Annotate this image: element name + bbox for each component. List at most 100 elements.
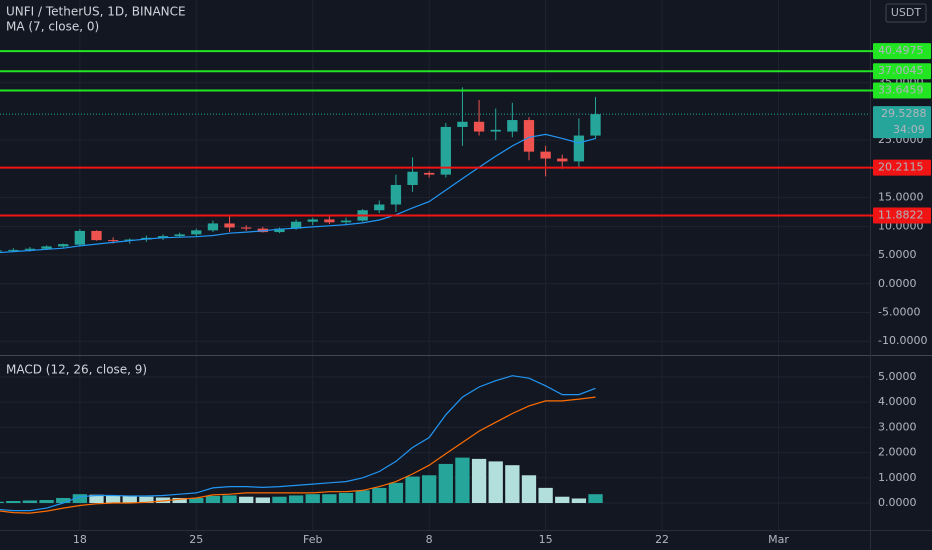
candle-body <box>41 246 52 249</box>
candle-body <box>8 249 19 251</box>
histogram-bar <box>521 475 537 504</box>
histogram-bar <box>388 482 404 504</box>
histogram-bar <box>139 496 154 504</box>
macd-pane <box>0 356 870 530</box>
x-tick-label: Feb <box>303 533 322 546</box>
y-tick-label: -10.0000 <box>878 334 927 347</box>
histogram-bar <box>172 497 187 504</box>
candle-body <box>390 184 402 205</box>
candle-body <box>457 121 468 127</box>
histogram-bar <box>455 457 470 504</box>
y-tick-label: 0.0000 <box>878 496 917 509</box>
candle-body <box>58 244 69 247</box>
candle-body <box>340 220 352 223</box>
histogram-bar <box>39 499 54 504</box>
candle-body <box>191 230 202 235</box>
histogram-bar <box>222 495 237 504</box>
histogram-bar <box>72 494 87 504</box>
candle-body <box>0 250 2 252</box>
x-tick-label: Mar <box>768 533 789 546</box>
histogram-bar <box>6 501 21 504</box>
y-tick-label: 0.0000 <box>878 277 917 290</box>
histogram-bar <box>205 495 221 504</box>
y-tick-label: -5.0000 <box>878 305 920 318</box>
candle-body <box>507 120 518 132</box>
histogram-bar <box>272 496 287 504</box>
y-tick-label: 4.0000 <box>878 395 917 408</box>
candle-body <box>473 121 485 132</box>
candle-body <box>407 171 418 185</box>
last-price-label: 29.5288 <box>881 107 927 120</box>
candle-body <box>324 219 335 223</box>
candle-body <box>490 129 501 132</box>
y-tick-label: 2.0000 <box>878 446 917 459</box>
level-label: 40.4975 <box>878 44 924 57</box>
candle-body <box>424 172 435 175</box>
ma-line <box>0 133 596 254</box>
histogram-bar <box>538 487 553 504</box>
histogram-bar <box>405 476 420 504</box>
histogram-bar <box>571 498 587 504</box>
level-label: 11.8822 <box>878 209 924 222</box>
last-price-box <box>873 106 931 139</box>
histogram-bar <box>255 497 270 504</box>
candle-body <box>91 230 102 241</box>
histogram-bar <box>555 496 570 504</box>
x-tick-label: 8 <box>426 533 433 546</box>
histogram-bar <box>105 495 121 504</box>
histogram-bar <box>0 501 4 504</box>
price-pane <box>0 0 870 355</box>
histogram-bar <box>189 497 204 504</box>
histogram-bar <box>488 461 503 504</box>
y-tick-label: 5.0000 <box>878 248 917 261</box>
histogram-bar <box>288 495 304 504</box>
histogram-bar <box>22 500 38 504</box>
level-label-box <box>873 43 931 60</box>
candle-body <box>207 223 219 231</box>
candle-body <box>573 135 585 162</box>
histogram-bar <box>355 490 370 504</box>
candle-body <box>523 120 535 152</box>
histogram-bar <box>471 458 487 504</box>
candle-body <box>241 227 252 229</box>
candle-body <box>74 230 86 245</box>
candle-body <box>174 234 185 237</box>
y-tick-label: 5.0000 <box>878 370 917 383</box>
histogram-bar <box>422 475 437 504</box>
histogram-bar <box>239 496 254 504</box>
level-label: 37.0045 <box>878 64 924 77</box>
macd-line <box>0 375 596 512</box>
histogram-bar <box>305 494 320 504</box>
histogram-bar <box>155 497 171 504</box>
y-tick-label: 1.0000 <box>878 471 917 484</box>
candle-body <box>290 221 302 229</box>
chart-title: UNFI / TetherUS, 1D, BINANCE <box>6 5 186 19</box>
histogram-bar <box>588 494 603 504</box>
currency[interactable]: USDT <box>891 6 922 19</box>
x-tick-label: 15 <box>539 533 553 546</box>
histogram-bar <box>438 463 453 504</box>
candle-body <box>274 228 285 233</box>
level-label: 33.6459 <box>878 83 924 96</box>
y-tick-label: 15.0000 <box>878 191 924 204</box>
currency-box[interactable] <box>885 3 927 23</box>
level-label-box <box>873 207 931 224</box>
level-label: 20.2115 <box>878 161 924 174</box>
candle-body <box>24 248 36 250</box>
macd-title: MACD (12, 26, close, 9) <box>6 363 147 377</box>
candle-body <box>440 126 451 175</box>
candle-body <box>540 151 551 159</box>
ma-legend: MA (7, close, 0) <box>6 20 99 34</box>
candle-body <box>557 158 568 162</box>
candle-body <box>590 114 601 136</box>
candle-body <box>157 236 169 238</box>
histogram-bar <box>338 492 354 504</box>
x-tick-label: 25 <box>189 533 203 546</box>
candle-body <box>107 240 119 242</box>
candle-body <box>224 223 235 228</box>
candle-body <box>374 204 385 211</box>
level-label-box <box>873 159 931 176</box>
histogram-bar <box>322 494 337 504</box>
x-tick-label: 18 <box>73 533 87 546</box>
countdown: 34:09 <box>893 123 925 136</box>
